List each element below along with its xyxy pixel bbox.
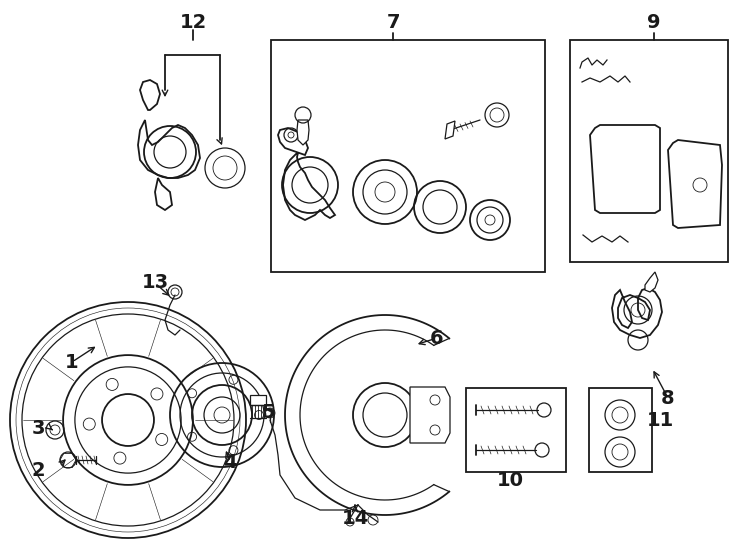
Polygon shape — [278, 128, 308, 155]
Text: 10: 10 — [496, 470, 523, 489]
Text: 7: 7 — [386, 12, 400, 31]
Polygon shape — [590, 125, 660, 213]
Text: 2: 2 — [31, 461, 45, 480]
Text: 4: 4 — [223, 453, 237, 471]
Text: 1: 1 — [65, 353, 79, 372]
Polygon shape — [612, 288, 662, 338]
Text: 11: 11 — [647, 410, 674, 429]
Polygon shape — [250, 395, 266, 405]
Polygon shape — [138, 120, 200, 178]
Text: 6: 6 — [430, 328, 444, 348]
Text: 5: 5 — [261, 403, 275, 422]
Bar — [271, 40, 545, 272]
Text: 13: 13 — [142, 273, 169, 293]
Polygon shape — [668, 140, 722, 228]
Bar — [589, 388, 652, 472]
Polygon shape — [410, 387, 450, 443]
Polygon shape — [155, 178, 172, 210]
Text: 8: 8 — [661, 388, 675, 408]
Bar — [570, 40, 728, 262]
Text: 9: 9 — [647, 12, 661, 31]
Polygon shape — [283, 150, 335, 220]
Polygon shape — [140, 80, 160, 110]
Polygon shape — [297, 120, 309, 145]
Text: 3: 3 — [32, 418, 45, 437]
Polygon shape — [445, 121, 455, 139]
Bar — [466, 388, 566, 472]
Bar — [598, 132, 657, 208]
Bar — [598, 132, 657, 208]
Text: 12: 12 — [179, 12, 207, 31]
Text: 14: 14 — [341, 509, 368, 528]
Polygon shape — [645, 272, 658, 292]
